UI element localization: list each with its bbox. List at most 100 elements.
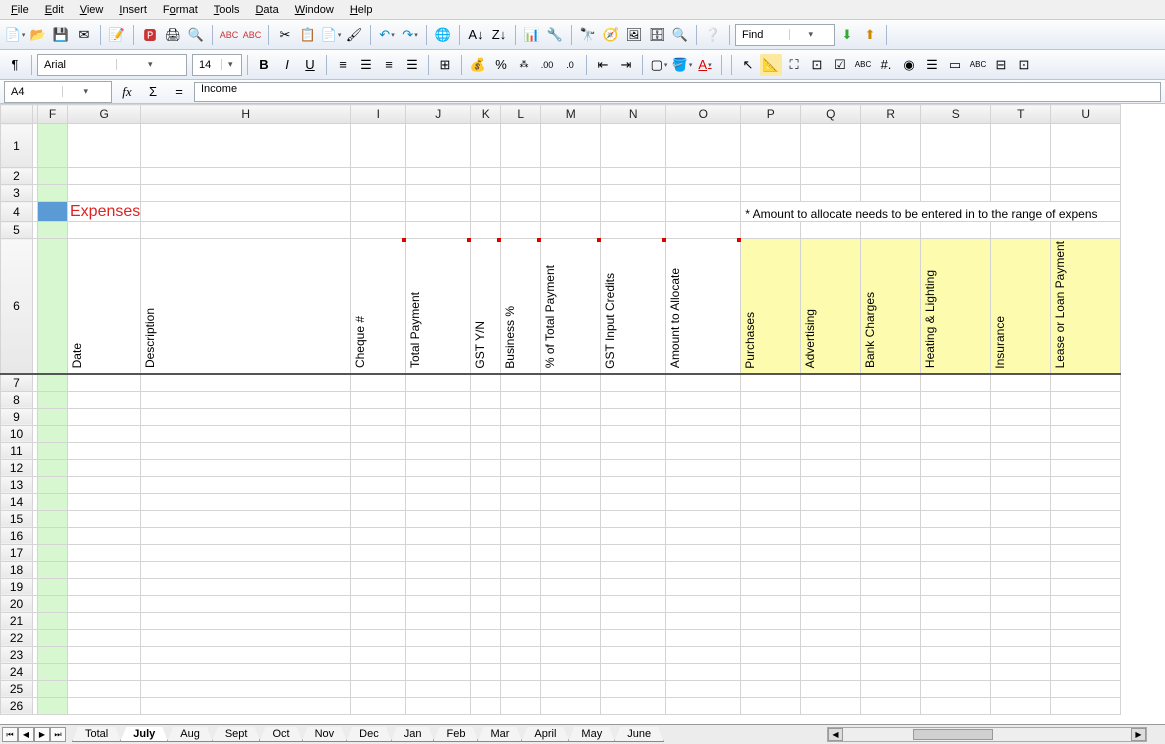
cell-G11[interactable] — [68, 442, 141, 459]
cell-K4[interactable] — [471, 202, 501, 222]
cell-U17[interactable] — [1051, 544, 1121, 561]
cell-O6[interactable]: Amount to Allocate — [666, 239, 741, 375]
cell-G26[interactable] — [68, 697, 141, 714]
equals-button[interactable]: = — [168, 81, 190, 103]
sheet-tab-dec[interactable]: Dec — [346, 727, 392, 742]
cell-P15[interactable] — [741, 510, 801, 527]
cell-P19[interactable] — [741, 578, 801, 595]
cell-Q10[interactable] — [801, 425, 861, 442]
row-header-20[interactable]: 20 — [1, 595, 33, 612]
cell-O17[interactable] — [666, 544, 741, 561]
cell-N23[interactable] — [601, 646, 666, 663]
cell-N21[interactable] — [601, 612, 666, 629]
form-design-button[interactable]: 📐 — [760, 54, 782, 76]
cell-T1[interactable] — [991, 124, 1051, 168]
print-button[interactable]: 🖨 — [162, 24, 184, 46]
cell-G6[interactable]: Date — [68, 239, 141, 375]
cell-L6[interactable]: Business % — [501, 239, 541, 375]
cell-F10[interactable] — [38, 425, 68, 442]
cell-I8[interactable] — [351, 391, 406, 408]
cell-R19[interactable] — [861, 578, 921, 595]
sheet-tab-sept[interactable]: Sept — [212, 727, 261, 742]
menu-tools[interactable]: Tools — [207, 3, 247, 17]
cell-L22[interactable] — [501, 629, 541, 646]
cell-P9[interactable] — [741, 408, 801, 425]
cell-N8[interactable] — [601, 391, 666, 408]
cell-F21[interactable] — [38, 612, 68, 629]
row-header-5[interactable]: 5 — [1, 222, 33, 239]
cell-H4[interactable] — [141, 202, 351, 222]
cell-L10[interactable] — [501, 425, 541, 442]
cell-Q3[interactable] — [801, 185, 861, 202]
find-next-button[interactable]: ⬇ — [836, 24, 858, 46]
cell-P22[interactable] — [741, 629, 801, 646]
cell-H15[interactable] — [141, 510, 351, 527]
cell-J25[interactable] — [406, 680, 471, 697]
cell-H18[interactable] — [141, 561, 351, 578]
cell-H14[interactable] — [141, 493, 351, 510]
col-header-F[interactable]: F — [38, 105, 68, 124]
col-header-R[interactable]: R — [861, 105, 921, 124]
cell-S11[interactable] — [921, 442, 991, 459]
cell-N13[interactable] — [601, 476, 666, 493]
cell-K1[interactable] — [471, 124, 501, 168]
cell-K7[interactable] — [471, 374, 501, 391]
cell-O26[interactable] — [666, 697, 741, 714]
cell-P20[interactable] — [741, 595, 801, 612]
scroll-thumb[interactable] — [913, 729, 993, 740]
find-combo[interactable]: Find ▾ — [735, 24, 835, 46]
cell-M24[interactable] — [541, 663, 601, 680]
cell-N10[interactable] — [601, 425, 666, 442]
cell-L5[interactable] — [501, 222, 541, 239]
cell-Q24[interactable] — [801, 663, 861, 680]
cell-U3[interactable] — [1051, 185, 1121, 202]
cell-P5[interactable] — [741, 222, 801, 239]
cell-L18[interactable] — [501, 561, 541, 578]
cell-J26[interactable] — [406, 697, 471, 714]
cell-O14[interactable] — [666, 493, 741, 510]
cell-K10[interactable] — [471, 425, 501, 442]
cell-U12[interactable] — [1051, 459, 1121, 476]
cell-F3[interactable] — [38, 185, 68, 202]
cell-F19[interactable] — [38, 578, 68, 595]
cell-I5[interactable] — [351, 222, 406, 239]
cell-L24[interactable] — [501, 663, 541, 680]
cell-T13[interactable] — [991, 476, 1051, 493]
sheet-tab-aug[interactable]: Aug — [167, 727, 213, 742]
cell-S15[interactable] — [921, 510, 991, 527]
cell-O1[interactable] — [666, 124, 741, 168]
cell-J13[interactable] — [406, 476, 471, 493]
row-header-4[interactable]: 4 — [1, 202, 33, 222]
cell-J5[interactable] — [406, 222, 471, 239]
cell-I1[interactable] — [351, 124, 406, 168]
cell-N5[interactable] — [601, 222, 666, 239]
cell-Q21[interactable] — [801, 612, 861, 629]
sheet-tab-june[interactable]: June — [614, 727, 664, 742]
cell-F9[interactable] — [38, 408, 68, 425]
cell-Q17[interactable] — [801, 544, 861, 561]
cell-P11[interactable] — [741, 442, 801, 459]
cell-T16[interactable] — [991, 527, 1051, 544]
sheet-tab-mar[interactable]: Mar — [477, 727, 522, 742]
cell-Q9[interactable] — [801, 408, 861, 425]
cell-I6[interactable]: Cheque # — [351, 239, 406, 375]
cell-T22[interactable] — [991, 629, 1051, 646]
sheet-tab-oct[interactable]: Oct — [259, 727, 302, 742]
cell-K16[interactable] — [471, 527, 501, 544]
cell-N22[interactable] — [601, 629, 666, 646]
cell-P7[interactable] — [741, 374, 801, 391]
cell-I19[interactable] — [351, 578, 406, 595]
cell-M26[interactable] — [541, 697, 601, 714]
cell-U25[interactable] — [1051, 680, 1121, 697]
cell-K23[interactable] — [471, 646, 501, 663]
cell-M8[interactable] — [541, 391, 601, 408]
cell-R23[interactable] — [861, 646, 921, 663]
font-name-combo[interactable]: Arial ▾ — [37, 54, 187, 76]
cell-U11[interactable] — [1051, 442, 1121, 459]
cell-S24[interactable] — [921, 663, 991, 680]
cell-M7[interactable] — [541, 374, 601, 391]
chart-button[interactable]: 📊 — [521, 24, 543, 46]
sheet-tab-total[interactable]: Total — [72, 727, 121, 742]
cell-U15[interactable] — [1051, 510, 1121, 527]
copy-button[interactable]: 📋 — [297, 24, 319, 46]
